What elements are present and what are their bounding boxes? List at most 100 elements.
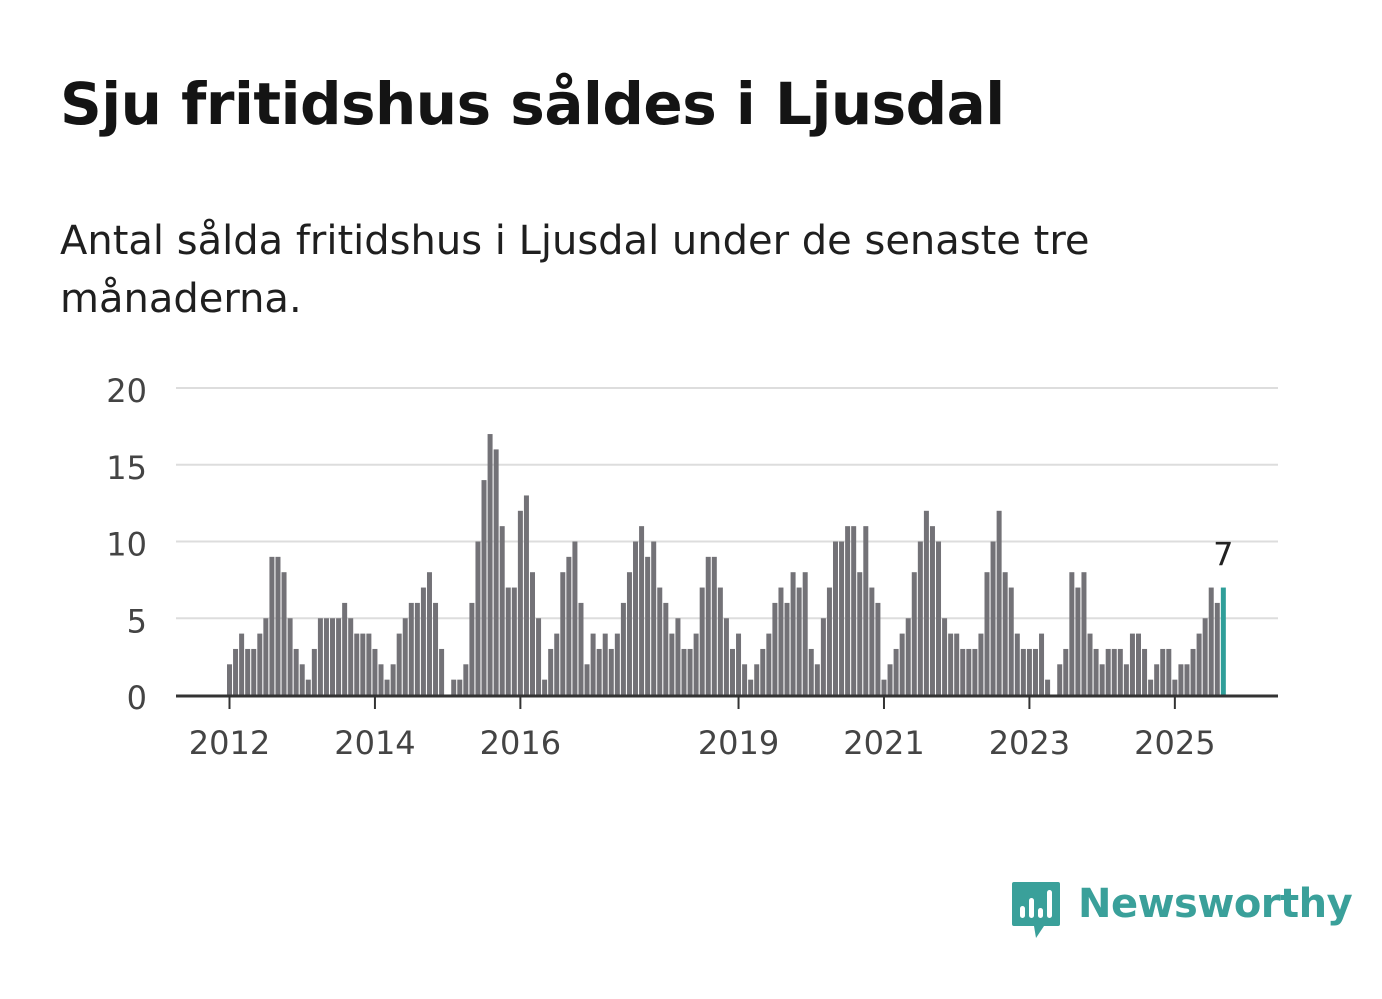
- bar: [572, 541, 578, 695]
- bar: [293, 648, 299, 695]
- bar: [1075, 587, 1081, 695]
- bar: [1142, 648, 1148, 695]
- bar: [833, 541, 838, 695]
- bar: [1026, 648, 1032, 695]
- bar: [287, 618, 293, 695]
- bar: [499, 526, 505, 695]
- y-tick-label: 5: [127, 602, 147, 640]
- bar: [820, 618, 826, 695]
- bar: [1039, 633, 1045, 695]
- highlight-value-label: 7: [1213, 536, 1233, 574]
- bar: [1099, 664, 1105, 695]
- bar: [396, 633, 402, 695]
- bar: [360, 633, 366, 695]
- x-tick-label: 2014: [334, 724, 415, 762]
- bar: [857, 572, 863, 695]
- bar: [1069, 572, 1075, 695]
- bar: [390, 664, 396, 695]
- bar: [1032, 648, 1038, 695]
- bar: [257, 633, 263, 695]
- bar: [275, 556, 281, 695]
- x-tick-label: 2025: [1134, 724, 1215, 762]
- bar: [954, 633, 960, 695]
- bar: [481, 480, 487, 695]
- bar: [645, 556, 651, 695]
- bar: [1166, 648, 1172, 695]
- bar: [899, 633, 905, 695]
- bar: [784, 602, 790, 695]
- bar: [1117, 648, 1123, 695]
- bar: [1190, 648, 1196, 695]
- bar: [433, 602, 439, 695]
- bar: [251, 648, 257, 695]
- bar: [1081, 572, 1087, 695]
- bar: [911, 572, 917, 695]
- bar: [717, 587, 723, 695]
- bar: [754, 664, 760, 695]
- bar: [269, 556, 275, 695]
- bar: [463, 664, 469, 695]
- bar: [845, 526, 851, 695]
- y-tick-label: 10: [106, 526, 147, 564]
- bar: [723, 618, 729, 695]
- bar: [560, 572, 566, 695]
- bar: [263, 618, 269, 695]
- bar: [487, 434, 493, 695]
- bar: [245, 648, 251, 695]
- bar: [1202, 618, 1208, 695]
- bar: [1136, 633, 1141, 695]
- bar: [299, 664, 305, 695]
- bar: [1214, 602, 1220, 695]
- bar: [317, 618, 323, 695]
- bar: [681, 648, 687, 695]
- bar: [426, 572, 432, 695]
- bar: [517, 510, 523, 695]
- bar: [923, 510, 929, 695]
- bar: [578, 602, 584, 695]
- bar: [414, 602, 420, 695]
- bar: [348, 618, 354, 695]
- bar: [584, 664, 590, 695]
- grid-lines: [176, 387, 1278, 620]
- bar: [742, 664, 748, 695]
- bar: [475, 541, 481, 695]
- bar: [669, 633, 675, 695]
- bar: [1154, 664, 1160, 695]
- bar: [766, 633, 772, 695]
- bar: [699, 587, 705, 695]
- bar: [505, 587, 511, 695]
- bar: [711, 556, 717, 695]
- bar: [778, 587, 784, 695]
- bar: [875, 602, 881, 695]
- bar: [881, 679, 887, 695]
- bar: [929, 526, 935, 695]
- bar: [802, 572, 808, 695]
- bar: [1014, 633, 1020, 695]
- bar: [1002, 572, 1008, 695]
- bar: [760, 648, 766, 695]
- bar: [530, 572, 535, 695]
- bar: [281, 572, 287, 695]
- bar: [493, 449, 499, 695]
- bar: [748, 679, 754, 695]
- bar: [305, 679, 311, 695]
- bar: [814, 664, 820, 695]
- bar: [936, 541, 942, 695]
- bar: [330, 618, 336, 695]
- bar: [542, 679, 548, 695]
- bar: [457, 679, 463, 695]
- bar: [972, 648, 978, 695]
- bar: [1196, 633, 1202, 695]
- bar: [566, 556, 572, 695]
- bar: [372, 648, 378, 695]
- bar: [633, 541, 639, 695]
- bar: [336, 618, 342, 695]
- bar: [917, 541, 923, 695]
- bar: [651, 541, 657, 695]
- bar: [1020, 648, 1026, 695]
- x-tick-label: 2012: [189, 724, 270, 762]
- bar: [1160, 648, 1166, 695]
- bar: [1045, 679, 1051, 695]
- bar: [233, 648, 239, 695]
- bar: [590, 633, 596, 695]
